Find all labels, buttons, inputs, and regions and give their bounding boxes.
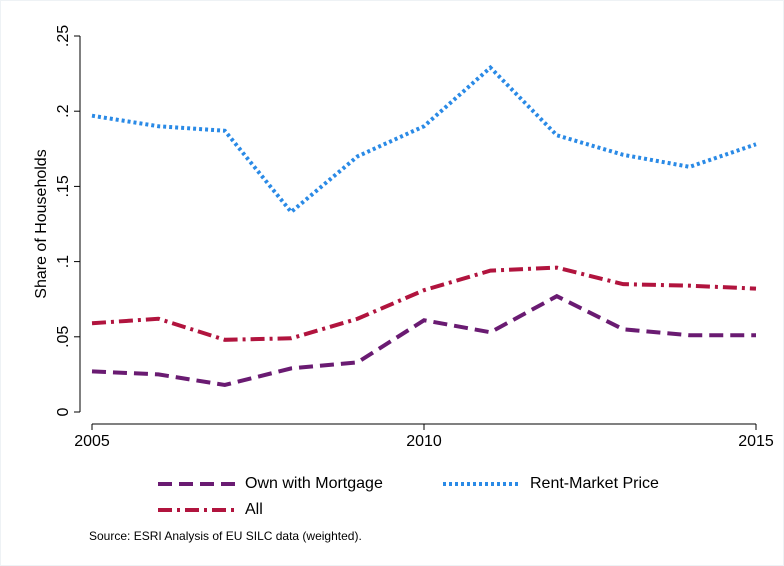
legend-label: Own with Mortgage (245, 475, 383, 492)
source-note: Source: ESRI Analysis of EU SILC data (w… (89, 529, 362, 543)
legend-label: Rent-Market Price (530, 475, 659, 492)
legend-label: All (245, 501, 263, 518)
series-line (91, 293, 756, 387)
series-line (91, 265, 757, 342)
x-tick-label: 2015 (738, 433, 774, 450)
y-tick-label: .05 (55, 326, 72, 348)
y-tick-label: .2 (55, 104, 72, 117)
x-tick-label: 2005 (74, 433, 110, 450)
y-axis-label: Share of Households (33, 149, 50, 298)
y-tick-label: 0 (55, 407, 72, 416)
x-tick-label: 2010 (406, 433, 442, 450)
y-tick-label: .1 (55, 255, 72, 268)
series-line (91, 64, 757, 215)
y-tick-label: .25 (55, 25, 72, 47)
y-tick-label: .15 (55, 175, 72, 197)
